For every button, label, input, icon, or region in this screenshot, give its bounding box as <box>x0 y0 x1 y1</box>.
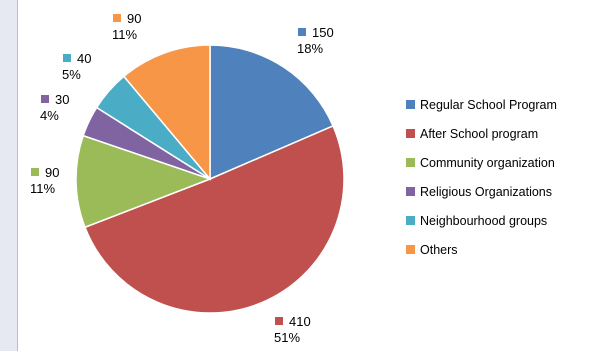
data-label-value-5: 90 <box>127 11 141 26</box>
data-label-percent-2: 11% <box>30 181 55 196</box>
data-label-key-4 <box>63 54 71 62</box>
legend-entry-0: Regular School Program <box>420 98 557 112</box>
pie-slice-5 <box>122 44 211 182</box>
legend-swatch-4 <box>406 216 415 225</box>
legend-entry-5: Others <box>420 243 458 257</box>
legend-swatch-1 <box>406 129 415 138</box>
data-label-percent-1: 51% <box>274 330 300 345</box>
data-label-key-5 <box>113 14 121 22</box>
legend-entry-1: After School program <box>420 127 538 141</box>
data-label-key-0 <box>298 28 306 36</box>
data-label-value-1: 410 <box>289 314 311 329</box>
legend-entry-3: Religious Organizations <box>420 185 552 199</box>
data-label-percent-5: 11% <box>112 27 137 42</box>
data-label-value-3: 30 <box>55 92 69 107</box>
legend-swatch-3 <box>406 187 415 196</box>
data-label-percent-0: 18% <box>297 41 323 56</box>
pie-slice-1 <box>84 124 345 314</box>
pie-slice-0 <box>209 44 335 181</box>
data-label-value-0: 150 <box>312 25 334 40</box>
data-label-value-4: 40 <box>77 51 91 66</box>
data-label-key-1 <box>275 317 283 325</box>
data-label-key-2 <box>31 168 39 176</box>
pie-slice-2 <box>75 134 213 229</box>
legend-swatch-0 <box>406 100 415 109</box>
legend-entry-4: Neighbourhood groups <box>420 214 547 228</box>
legend-swatch-5 <box>406 245 415 254</box>
legend-entry-2: Community organization <box>420 156 555 170</box>
data-label-percent-4: 5% <box>62 67 81 82</box>
data-label-value-2: 90 <box>45 165 59 180</box>
data-label-key-3 <box>41 95 49 103</box>
legend-swatch-2 <box>406 158 415 167</box>
data-label-percent-3: 4% <box>40 108 59 123</box>
